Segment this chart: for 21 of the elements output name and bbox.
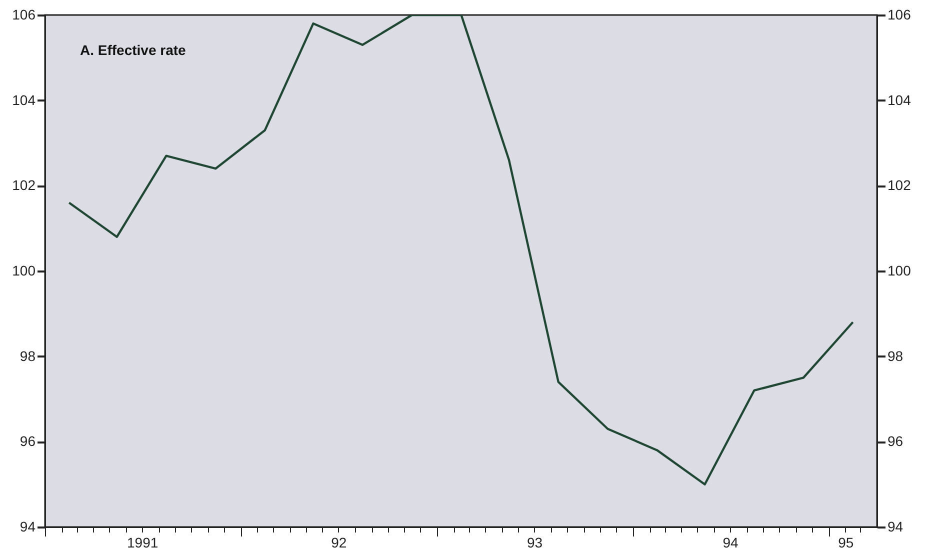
x-tick-label: 95 (838, 534, 854, 550)
y-tick-label: 106 (12, 6, 36, 22)
y-tick-label: 96 (20, 433, 36, 450)
y-tick-label: 104 (12, 92, 36, 108)
text: A. Effective rate (80, 42, 186, 58)
y2-tick-label: 100 (888, 262, 912, 278)
x-tick-label: 1991 (127, 534, 158, 550)
y-tick-label: 100 (12, 262, 36, 278)
x-tick-label: 92 (331, 534, 347, 550)
y-tick-label: 94 (20, 518, 36, 534)
y-tick-label: 102 (12, 177, 36, 194)
y-tick-label: 98 (20, 348, 36, 364)
x-tick-label: 93 (526, 534, 543, 550)
y2-tick-label: 106 (888, 6, 912, 22)
y2-tick-label: 96 (888, 433, 904, 450)
x-tick-label: 94 (722, 534, 739, 550)
y2-tick-label: 98 (888, 348, 904, 364)
y2-tick-label: 94 (888, 518, 904, 534)
y2-tick-label: 104 (888, 92, 912, 108)
line-series (68, 15, 854, 486)
y2-tick-label: 102 (888, 177, 912, 194)
